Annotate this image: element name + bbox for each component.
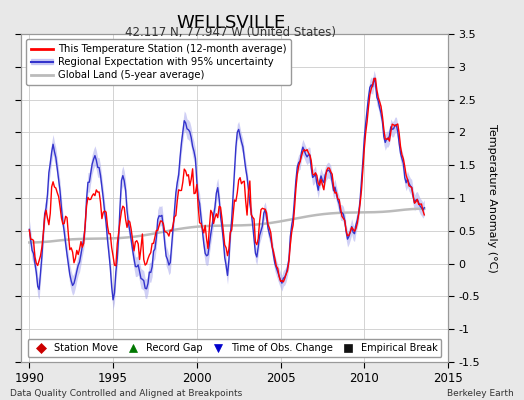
- Text: Data Quality Controlled and Aligned at Breakpoints: Data Quality Controlled and Aligned at B…: [10, 389, 243, 398]
- Text: WELLSVILLE: WELLSVILLE: [176, 14, 285, 32]
- Text: Berkeley Earth: Berkeley Earth: [447, 389, 514, 398]
- Text: 42.117 N, 77.947 W (United States): 42.117 N, 77.947 W (United States): [125, 26, 336, 39]
- Legend: Station Move, Record Gap, Time of Obs. Change, Empirical Break: Station Move, Record Gap, Time of Obs. C…: [27, 339, 442, 357]
- Y-axis label: Temperature Anomaly (°C): Temperature Anomaly (°C): [487, 124, 497, 272]
